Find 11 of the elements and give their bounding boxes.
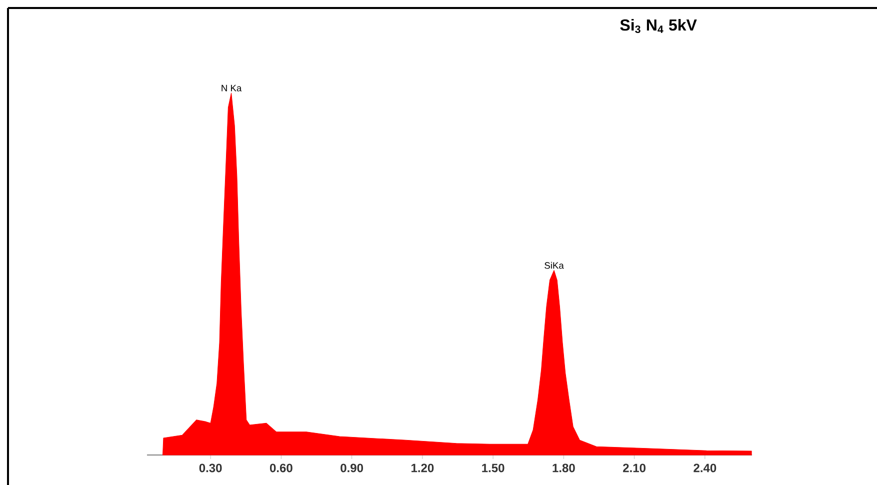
- x-tick-label: 0.30: [199, 464, 222, 472]
- x-tick-label: 1.80: [552, 464, 575, 472]
- annotation: SiKa: [544, 262, 564, 269]
- x-tick-label: 2.10: [623, 464, 646, 472]
- x-tick-label: 0.90: [340, 464, 363, 472]
- annotation: N Ka: [222, 84, 242, 92]
- x-tick-label: 0.60: [270, 464, 292, 472]
- x-tick-label: 1.20: [412, 464, 434, 472]
- x-tick-label: 2.40: [694, 464, 716, 472]
- chart-title: Si$_{3}$ N$_{4}$ 5kV: [620, 18, 697, 34]
- x-tick-label: 1.50: [482, 464, 504, 472]
